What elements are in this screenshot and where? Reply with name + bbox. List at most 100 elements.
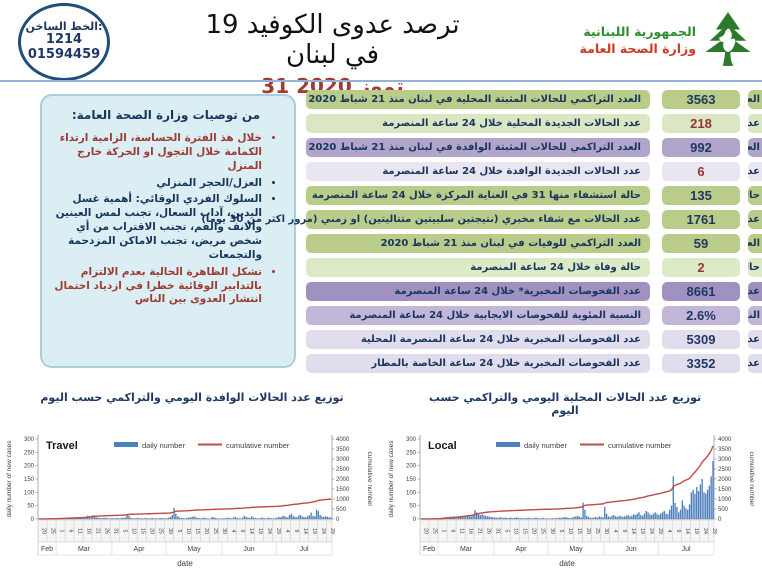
svg-text:Jun: Jun [243,546,254,553]
svg-text:200: 200 [24,464,35,470]
svg-text:21: 21 [95,528,101,534]
svg-text:daily number of new cases: daily number of new cases [388,440,395,518]
svg-text:29: 29 [711,528,717,534]
ministry-line1: الجمهورية اللبنانية [583,24,696,40]
hotline-number-short: 1214 [45,32,83,48]
svg-text:9: 9 [293,530,299,533]
stat-value: 2.6% [662,306,740,325]
svg-text:5: 5 [176,530,182,533]
svg-text:24: 24 [266,528,272,534]
svg-text:4: 4 [612,530,618,533]
svg-text:25: 25 [212,528,218,534]
stat-value: 218 [662,114,740,133]
stat-edge-strip: عدد الفحوصات المخبرية خلال 24 ساعة الخاص… [748,354,762,373]
svg-text:15: 15 [522,528,528,534]
stat-label: عدد الفحوصات المخبرية خلال 24 ساعة المنص… [306,330,650,349]
svg-text:25: 25 [158,528,164,534]
stat-label: النسبة المئوية للفحوصات الايجابية خلال 2… [306,306,650,325]
svg-text:Apr: Apr [134,546,146,553]
stat-edge-strip: عدد الفحوصات المخبرية خلال 24 ساعة المنص… [748,330,762,349]
svg-text:29: 29 [657,528,663,534]
svg-text:4000: 4000 [718,437,732,443]
svg-text:3500: 3500 [336,447,350,453]
stat-label: عدد الحالات مع شفاء مخبري (نتيجتين سلبيت… [201,210,650,229]
svg-text:4: 4 [666,530,672,533]
svg-text:150: 150 [24,477,35,483]
svg-text:date: date [559,559,575,568]
svg-text:15: 15 [140,528,146,534]
stat-value: 59 [662,234,740,253]
svg-text:2500: 2500 [336,467,350,473]
stat-edge-strip: عدد الفحوصات المخبرية* خلال 24 ساعة المن… [748,282,762,301]
svg-text:4: 4 [230,530,236,533]
stat-edge-strip: حالة وفاة خلال 24 ساعة المنصرمة [748,258,762,277]
stat-label: حالة وفاة خلال 24 ساعة المنصرمة [306,258,650,277]
ministry-header: الجمهورية اللبنانية وزارة الصحة العامة [580,10,754,72]
svg-text:10: 10 [567,528,573,534]
stat-value: 2 [662,258,740,277]
stat-value: 8661 [662,282,740,301]
svg-text:300: 300 [406,437,417,443]
page-title: ترصد عدوى الكوفيد 19 في لبنان [205,10,460,70]
svg-text:15: 15 [576,528,582,534]
svg-text:100: 100 [24,490,35,496]
svg-text:11: 11 [459,528,465,533]
svg-text:100: 100 [406,490,417,496]
svg-text:200: 200 [406,464,417,470]
travel-cases-chart: 0501001502002503000500100015002000250030… [6,435,373,568]
svg-text:1500: 1500 [718,487,732,493]
stat-value: 6 [662,162,740,181]
svg-text:10: 10 [185,528,191,534]
svg-text:Jul: Jul [682,546,691,553]
svg-text:31: 31 [113,528,119,534]
svg-text:2000: 2000 [336,477,350,483]
svg-text:20: 20 [531,528,537,534]
svg-text:14: 14 [302,528,308,534]
ministry-line2: وزارة الصحة العامة [579,41,696,56]
svg-text:May: May [187,546,201,553]
svg-text:Jul: Jul [300,546,309,553]
recommendation-item-0: خلال هذ الفترة الحساسة، الزامية ارتداء ا… [52,132,262,174]
svg-text:daily number of new cases: daily number of new cases [6,440,13,518]
recommendation-item-2: السلوك الفردي الوقائي: أهمية غسل اليدين،… [52,193,262,262]
svg-text:0: 0 [31,517,35,523]
svg-text:16: 16 [86,528,92,534]
svg-text:31: 31 [495,528,501,534]
svg-text:14: 14 [684,528,690,534]
svg-text:21: 21 [477,528,483,534]
travel-chart-caption: توزيع عدد الحالات الوافدة اليومي والتراك… [40,391,344,404]
svg-text:24: 24 [702,528,708,534]
stat-edge-strip: عدد الحالات الجديدة المحلية خلال 24 ساعة… [748,114,762,133]
svg-text:500: 500 [718,507,729,513]
svg-text:daily number: daily number [142,441,185,450]
svg-text:20: 20 [149,528,155,534]
svg-text:25: 25 [432,528,438,534]
stat-edge-strip: النسبة المئوية للفحوصات الايجابية خلال 2… [748,306,762,325]
svg-text:19: 19 [693,528,699,534]
stat-value: 3563 [662,90,740,109]
svg-text:6: 6 [68,530,74,533]
local-chart-caption: توزيع عدد الحالات المحلية اليومي والتراك… [428,391,702,417]
svg-text:20: 20 [203,528,209,534]
svg-text:50: 50 [27,504,34,510]
svg-text:14: 14 [630,528,636,534]
stat-label: عدد الفحوصات المخبرية خلال 24 ساعة الخاص… [306,354,650,373]
svg-text:20: 20 [41,528,47,534]
svg-text:30: 30 [603,528,609,534]
stat-edge-strip: العدد التراكمي للحالات المثبتة المحلية ف… [748,90,762,109]
svg-text:2500: 2500 [718,467,732,473]
svg-text:Apr: Apr [516,546,528,553]
svg-text:5: 5 [122,530,128,533]
svg-text:2000: 2000 [718,477,732,483]
svg-text:24: 24 [648,528,654,534]
svg-text:500: 500 [336,507,347,513]
svg-text:daily number: daily number [524,441,567,450]
svg-text:Feb: Feb [423,546,435,553]
hotline-number-long: 01594459 [27,47,101,63]
svg-text:6: 6 [450,530,456,533]
svg-text:10: 10 [131,528,137,534]
stat-value: 135 [662,186,740,205]
ministry-name: الجمهورية اللبنانية وزارة الصحة العامة [580,24,696,58]
svg-text:9: 9 [675,530,681,533]
